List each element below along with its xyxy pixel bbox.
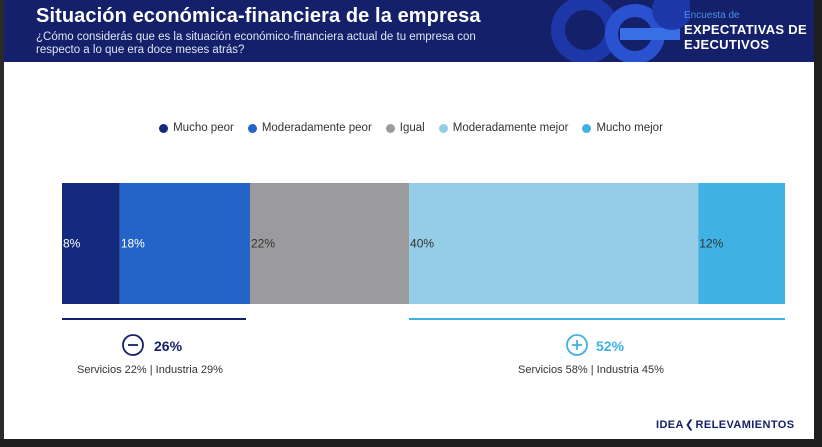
header-banner: Situación económica-financiera de la emp… — [0, 0, 822, 62]
minus-circle-icon — [122, 334, 144, 356]
brand-title: EXPECTATIVAS DE EJECUTIVOS — [684, 22, 807, 52]
legend-item: Mucho mejor — [582, 122, 663, 134]
frame-edge-bottom — [0, 439, 822, 447]
legend-label: Mucho mejor — [596, 122, 663, 134]
negative-summary-line — [62, 318, 246, 320]
chevron-left-icon: ❮ — [684, 419, 695, 431]
bar-segment — [119, 183, 250, 304]
legend-label: Moderadamente mejor — [452, 122, 569, 134]
page-title: Situación económica-financiera de la emp… — [36, 5, 481, 27]
frame-edge-left — [0, 0, 4, 447]
logo-left-text: IDEA — [656, 418, 684, 431]
bar-segment — [62, 183, 120, 304]
bar-segment — [409, 183, 699, 304]
legend-swatch — [385, 123, 395, 133]
negative-breakdown: Servicios 22% | Industria 29% — [77, 364, 223, 376]
logo-right-text: RELEVAMIENTOS — [695, 418, 795, 431]
bar-value-label: 40% — [410, 237, 434, 251]
legend-item: Igual — [385, 122, 425, 134]
brand-decoration-icon — [551, 0, 690, 62]
bar-value-label: 22% — [251, 237, 275, 251]
idea-relevamientos-logo: IDEA ❮ RELEVAMIENTOS — [656, 418, 795, 432]
chart-legend: Mucho peor Moderadamente peor Igual Moderad… — [0, 120, 822, 136]
negative-total: 26% — [154, 338, 183, 354]
bar-value-label: 12% — [699, 237, 723, 251]
legend-label: Igual — [399, 122, 425, 134]
legend-item: Mucho peor — [159, 122, 234, 134]
legend-label: Mucho peor — [173, 122, 234, 134]
legend-swatch — [247, 123, 257, 133]
plus-circle-icon — [566, 334, 588, 356]
legend-swatch — [438, 123, 448, 133]
bar-segment — [249, 183, 410, 304]
legend-swatch — [159, 123, 169, 133]
positive-total: 52% — [596, 338, 625, 354]
bar-segment — [698, 183, 785, 304]
brand-small-label: Encuesta de — [684, 10, 740, 21]
positive-summary-line — [409, 318, 785, 320]
bar-value-label: 8% — [63, 237, 81, 251]
frame-edge-right — [814, 0, 822, 447]
legend-item: Moderadamente peor — [247, 122, 372, 134]
bar-value-label: 18% — [121, 237, 145, 251]
legend-item: Moderadamente mejor — [438, 122, 569, 134]
page-subtitle: ¿Cómo considerás que es la situación eco… — [36, 31, 476, 56]
legend-swatch — [582, 123, 592, 133]
legend-label: Moderadamente peor — [261, 122, 372, 134]
positive-breakdown: Servicios 58% | Industria 45% — [518, 364, 664, 376]
